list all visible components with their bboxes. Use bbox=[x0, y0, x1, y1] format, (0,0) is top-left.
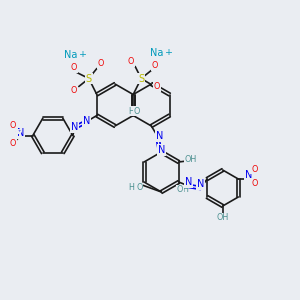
Text: O: O bbox=[10, 121, 16, 130]
Text: N: N bbox=[244, 170, 252, 180]
Text: O: O bbox=[134, 106, 140, 116]
Text: O: O bbox=[70, 63, 77, 72]
Text: N: N bbox=[158, 145, 165, 155]
Text: N: N bbox=[197, 179, 204, 189]
Text: +: + bbox=[79, 50, 87, 59]
Text: Na: Na bbox=[64, 50, 77, 59]
Text: N: N bbox=[17, 128, 25, 139]
Text: N: N bbox=[71, 122, 79, 133]
Text: OH: OH bbox=[217, 214, 229, 223]
Text: N: N bbox=[83, 116, 91, 127]
Text: OH: OH bbox=[184, 155, 197, 164]
Text: O: O bbox=[70, 86, 77, 95]
Text: O: O bbox=[251, 164, 257, 173]
Text: O: O bbox=[251, 178, 257, 188]
Text: S: S bbox=[138, 74, 144, 83]
Text: H: H bbox=[128, 184, 134, 193]
Text: O: O bbox=[136, 184, 142, 193]
Text: +: + bbox=[165, 48, 173, 57]
Text: O: O bbox=[176, 185, 183, 194]
Text: H: H bbox=[182, 185, 188, 194]
Text: O: O bbox=[98, 59, 104, 68]
Text: N: N bbox=[185, 177, 192, 187]
Text: O: O bbox=[10, 139, 16, 148]
Text: O: O bbox=[152, 61, 158, 70]
Text: N: N bbox=[156, 131, 163, 141]
Text: Na: Na bbox=[151, 47, 164, 58]
Text: H: H bbox=[128, 106, 134, 116]
Text: O: O bbox=[154, 82, 160, 91]
Text: S: S bbox=[86, 74, 92, 83]
Text: +: + bbox=[17, 130, 21, 134]
Text: O: O bbox=[128, 57, 134, 66]
